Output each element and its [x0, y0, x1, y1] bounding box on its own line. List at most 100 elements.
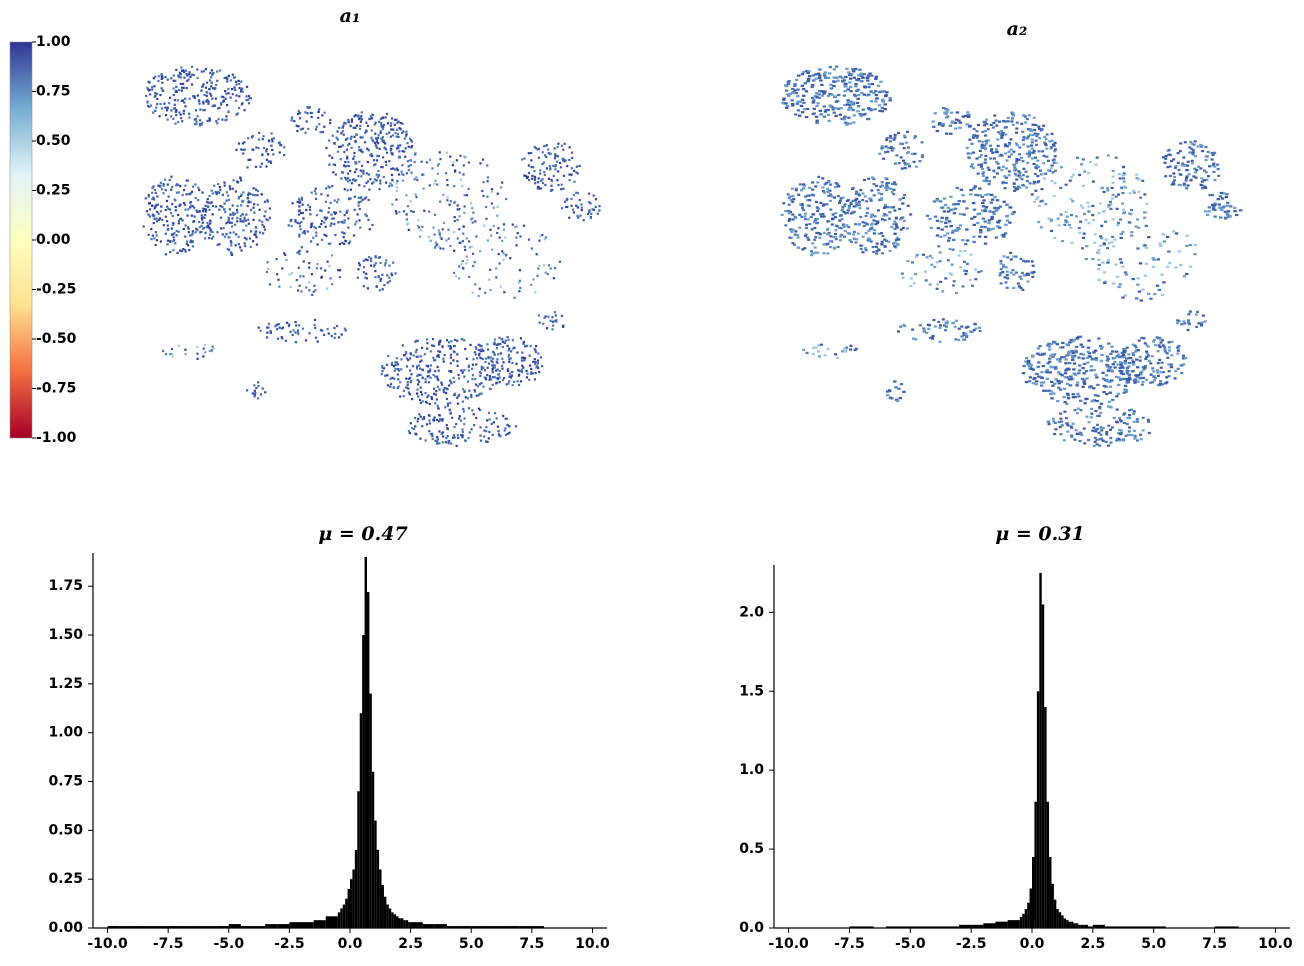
- map-point: [972, 241, 975, 243]
- map-point: [1117, 286, 1120, 288]
- map-point: [1208, 210, 1211, 212]
- map-point: [982, 205, 985, 207]
- map-point: [224, 77, 226, 79]
- map-point: [1193, 144, 1196, 146]
- map-point: [1233, 207, 1236, 209]
- map-point: [198, 221, 200, 223]
- map-point: [1012, 124, 1015, 126]
- histogram-bar: [394, 914, 396, 928]
- map-point: [1158, 242, 1161, 244]
- map-point: [337, 138, 339, 140]
- map-point: [481, 190, 483, 192]
- map-point: [815, 116, 818, 118]
- map-point: [989, 157, 992, 159]
- map-point: [169, 241, 171, 243]
- map-point: [1128, 430, 1131, 432]
- map-point: [946, 232, 949, 234]
- map-point: [847, 209, 850, 211]
- map-point: [1053, 145, 1056, 147]
- map-point: [984, 194, 987, 196]
- map-point: [1192, 149, 1195, 151]
- map-point: [1113, 366, 1116, 368]
- map-point: [1182, 320, 1185, 322]
- map-point: [916, 254, 919, 256]
- map-point: [382, 128, 384, 130]
- map-point: [1139, 360, 1142, 362]
- map-point: [326, 217, 328, 219]
- map-point: [383, 124, 385, 126]
- map-point: [439, 201, 441, 203]
- map-point: [888, 389, 891, 391]
- map-point: [973, 128, 976, 130]
- map-point: [189, 76, 191, 78]
- map-point: [974, 268, 977, 270]
- map-point: [1187, 329, 1190, 331]
- map-point: [353, 127, 355, 129]
- map-point: [808, 199, 811, 201]
- map-point: [1112, 170, 1115, 172]
- map-point: [805, 90, 808, 92]
- map-point: [830, 94, 833, 96]
- map-point: [1076, 412, 1079, 414]
- map-point: [595, 206, 597, 208]
- map-point: [1006, 287, 1009, 289]
- map-point: [1188, 173, 1191, 175]
- map-point: [296, 279, 298, 281]
- map-point: [314, 327, 316, 329]
- map-point: [1050, 366, 1053, 368]
- map-point: [833, 197, 836, 199]
- map-point: [869, 228, 872, 230]
- map-point: [470, 394, 472, 396]
- map-point: [153, 237, 155, 239]
- map-point: [343, 151, 345, 153]
- map-point: [229, 213, 231, 215]
- map-point: [351, 147, 353, 149]
- map-point: [504, 427, 506, 429]
- map-point: [457, 237, 459, 239]
- map-point: [981, 145, 984, 147]
- map-point: [324, 269, 326, 271]
- map-point: [1207, 151, 1210, 153]
- map-point: [496, 206, 498, 208]
- map-point: [854, 83, 857, 85]
- map-point: [958, 328, 961, 330]
- map-point: [359, 128, 361, 130]
- map-point: [203, 217, 205, 219]
- map-point: [230, 251, 232, 253]
- map-point: [184, 209, 186, 211]
- map-point: [1201, 321, 1204, 323]
- map-point: [251, 136, 253, 138]
- map-point: [452, 162, 454, 164]
- map-point: [1063, 224, 1066, 226]
- map-point: [449, 245, 451, 247]
- map-point: [242, 191, 244, 193]
- map-point: [1156, 369, 1159, 371]
- map-point: [435, 242, 437, 244]
- map-point: [392, 262, 394, 264]
- map-point: [183, 87, 185, 89]
- map-point: [922, 327, 925, 329]
- map-point: [897, 330, 900, 332]
- map-point: [298, 234, 300, 236]
- map-point: [396, 167, 398, 169]
- map-point: [231, 222, 233, 224]
- map-point: [884, 177, 887, 179]
- map-point: [466, 237, 468, 239]
- map-point: [565, 206, 567, 208]
- map-point: [1091, 214, 1094, 216]
- map-point: [875, 252, 878, 254]
- map-point: [1122, 413, 1125, 415]
- map-point: [351, 118, 353, 120]
- map-point: [1134, 374, 1137, 376]
- map-point: [1049, 393, 1052, 395]
- map-point: [486, 343, 488, 345]
- map-point: [1125, 389, 1128, 391]
- map-point: [172, 224, 174, 226]
- map-point: [878, 104, 881, 106]
- map-point: [794, 217, 797, 219]
- map-point: [491, 423, 493, 425]
- map-point: [199, 119, 201, 121]
- map-point: [323, 126, 325, 128]
- map-point: [911, 261, 914, 263]
- map-point: [478, 393, 480, 395]
